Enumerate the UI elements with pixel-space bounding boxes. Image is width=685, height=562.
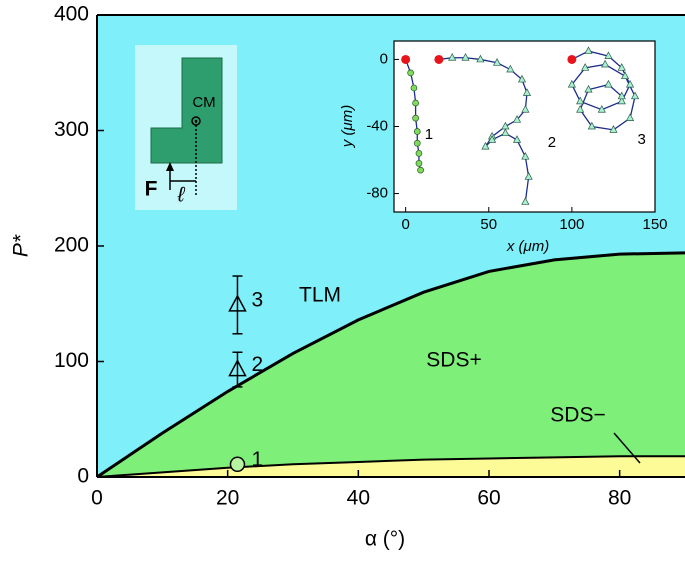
- region-area: [97, 252, 685, 477]
- trajectory-marker: [522, 88, 532, 96]
- start-point: [567, 54, 577, 64]
- x-tick-label: 20: [216, 487, 239, 510]
- boundary-line: [96, 455, 685, 478]
- trajectory-marker: [448, 53, 457, 61]
- data-point: [229, 456, 246, 473]
- trajectory-marker: [584, 46, 593, 54]
- trajectory-marker: [506, 64, 515, 73]
- trajectory-marker: [617, 96, 626, 105]
- inset-y-tick-label: -40: [366, 117, 388, 134]
- region-label: TLM: [299, 284, 341, 307]
- trajectory-marker: [617, 63, 626, 71]
- start-point: [401, 54, 411, 64]
- cm-label: CM: [192, 94, 215, 111]
- point-label: 2: [251, 353, 263, 376]
- schematic-body: [150, 57, 223, 164]
- boundary-line: [96, 251, 685, 479]
- trajectory-marker: [521, 151, 530, 160]
- inset-y-title: y (μm): [339, 105, 356, 148]
- trajectory-marker: [587, 121, 596, 130]
- start-point: [434, 54, 444, 64]
- trajectory-marker: [413, 139, 421, 147]
- trajectory-marker: [584, 84, 593, 93]
- trajectory-marker: [521, 104, 530, 113]
- trajectory-label: 2: [548, 134, 556, 151]
- trajectory-marker: [576, 96, 585, 105]
- trajectory: [405, 59, 422, 171]
- y-axis-title: P*: [10, 234, 33, 257]
- trajectory-marker: [604, 51, 613, 59]
- point-label: 3: [251, 288, 263, 311]
- arrow-head: [166, 162, 174, 171]
- force-label: F: [145, 178, 158, 201]
- trajectory-marker: [630, 91, 640, 100]
- inset-x-tick-label: 100: [559, 216, 584, 233]
- inset-x-title: x (μm): [506, 238, 549, 255]
- trajectory-marker: [407, 69, 414, 77]
- trajectory-marker: [576, 104, 585, 113]
- y-tick-label: 300: [54, 118, 89, 141]
- point-label: 1: [251, 448, 263, 471]
- trajectory-marker: [476, 54, 485, 63]
- trajectory-marker: [597, 104, 606, 113]
- cm-dot: [194, 119, 198, 123]
- trajectory-marker: [415, 160, 423, 167]
- trajectory-marker: [413, 128, 421, 135]
- trajectory-marker: [417, 166, 424, 174]
- trajectory-marker: [601, 59, 610, 68]
- trajectory-marker: [487, 135, 497, 143]
- trajectory-marker: [412, 99, 419, 107]
- trajectory-marker: [617, 91, 626, 100]
- inset-x-tick-label: 0: [401, 216, 409, 233]
- x-tick-label: 80: [608, 487, 631, 510]
- trajectory-marker: [625, 79, 635, 88]
- trajectory-label: 1: [425, 126, 433, 143]
- trajectory-marker: [609, 125, 618, 133]
- leader-line: [613, 432, 641, 464]
- trajectory-marker: [620, 71, 630, 80]
- trajectory-marker: [481, 141, 490, 150]
- trajectory-marker: [492, 58, 502, 66]
- trajectory-marker: [625, 113, 635, 121]
- y-tick-label: 200: [54, 234, 89, 257]
- y-tick-label: 100: [54, 349, 89, 372]
- trajectory-label: 3: [638, 131, 646, 148]
- y-tick-label: 0: [77, 465, 89, 488]
- inset-y-tick-label: 0: [380, 50, 388, 67]
- data-point: [228, 358, 247, 377]
- x-tick-label: 0: [91, 487, 103, 510]
- length-label: ℓ: [177, 184, 186, 207]
- trajectory-marker: [412, 114, 419, 122]
- trajectory-marker: [567, 79, 576, 88]
- region-label: SDS−: [550, 404, 605, 427]
- trajectory-marker: [521, 197, 530, 205]
- trajectory-marker: [461, 53, 470, 61]
- data-point: [228, 294, 247, 312]
- cm-marker: [191, 116, 201, 126]
- trajectory-marker: [501, 128, 510, 137]
- x-tick-label: 40: [347, 487, 370, 510]
- trajectory-marker: [512, 135, 522, 143]
- inset-background: [393, 40, 656, 213]
- inset-x-tick-label: 50: [480, 216, 497, 233]
- trajectory-marker: [410, 84, 418, 92]
- trajectory-marker: [604, 79, 613, 88]
- trajectory-marker: [517, 74, 527, 83]
- region-label: SDS+: [426, 349, 481, 372]
- trajectory-marker: [415, 149, 423, 157]
- inset-y-tick-label: -80: [366, 185, 388, 202]
- x-tick-label: 60: [477, 487, 500, 510]
- region-area: [97, 456, 685, 477]
- inset-x-tick-label: 150: [642, 216, 667, 233]
- x-axis-title: α (°): [365, 528, 405, 551]
- trajectory-marker: [524, 172, 533, 180]
- trajectory-marker: [581, 63, 590, 71]
- y-tick-label: 400: [54, 3, 89, 26]
- trajectory-marker: [512, 115, 522, 123]
